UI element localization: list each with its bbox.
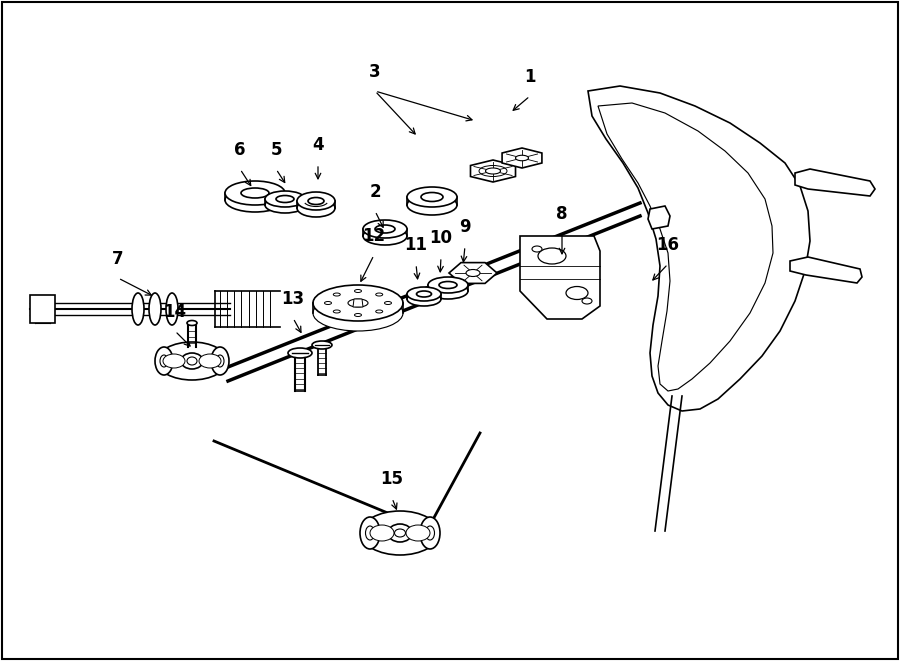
Ellipse shape	[225, 188, 285, 212]
Text: 10: 10	[429, 229, 453, 247]
Text: 4: 4	[312, 136, 324, 154]
Polygon shape	[353, 299, 363, 307]
Polygon shape	[30, 295, 55, 323]
Ellipse shape	[582, 298, 592, 304]
Text: 6: 6	[234, 141, 246, 159]
Ellipse shape	[421, 192, 443, 202]
Ellipse shape	[566, 286, 588, 299]
Ellipse shape	[407, 292, 441, 306]
Ellipse shape	[407, 195, 457, 215]
Polygon shape	[449, 262, 497, 284]
Ellipse shape	[439, 282, 457, 288]
Text: 11: 11	[404, 236, 428, 254]
Ellipse shape	[276, 196, 294, 202]
Text: 5: 5	[270, 141, 282, 159]
Ellipse shape	[375, 225, 395, 233]
Text: 15: 15	[381, 470, 403, 488]
Ellipse shape	[313, 285, 403, 321]
Text: 16: 16	[656, 236, 680, 254]
Text: 1: 1	[524, 68, 536, 86]
Ellipse shape	[538, 248, 566, 264]
Ellipse shape	[420, 517, 440, 549]
Polygon shape	[795, 169, 875, 196]
Ellipse shape	[479, 165, 507, 176]
Ellipse shape	[241, 188, 269, 198]
Ellipse shape	[355, 290, 362, 293]
Text: 7: 7	[112, 250, 124, 268]
Ellipse shape	[516, 155, 528, 161]
Ellipse shape	[333, 293, 340, 296]
Ellipse shape	[375, 293, 382, 296]
Ellipse shape	[406, 525, 430, 541]
Polygon shape	[588, 86, 810, 411]
Polygon shape	[471, 160, 516, 182]
Text: 8: 8	[556, 205, 568, 223]
Ellipse shape	[211, 347, 229, 375]
Ellipse shape	[312, 341, 332, 349]
Polygon shape	[502, 148, 542, 168]
Ellipse shape	[160, 355, 168, 367]
Ellipse shape	[407, 187, 457, 207]
Ellipse shape	[288, 348, 312, 358]
Ellipse shape	[417, 291, 431, 297]
Text: 14: 14	[164, 303, 186, 321]
Ellipse shape	[333, 310, 340, 313]
Text: 13: 13	[282, 290, 304, 308]
Ellipse shape	[163, 354, 185, 368]
Ellipse shape	[199, 354, 221, 368]
Ellipse shape	[384, 301, 392, 305]
Ellipse shape	[360, 517, 380, 549]
Ellipse shape	[348, 299, 368, 307]
Ellipse shape	[132, 293, 144, 325]
Ellipse shape	[428, 283, 468, 299]
Ellipse shape	[313, 295, 403, 331]
Ellipse shape	[407, 287, 441, 301]
Ellipse shape	[466, 270, 480, 276]
Ellipse shape	[426, 526, 435, 540]
Polygon shape	[648, 206, 670, 229]
Ellipse shape	[532, 246, 542, 252]
Ellipse shape	[297, 192, 335, 210]
Ellipse shape	[485, 168, 500, 174]
Ellipse shape	[428, 277, 468, 293]
Ellipse shape	[166, 293, 178, 325]
Ellipse shape	[155, 347, 173, 375]
Ellipse shape	[370, 525, 394, 541]
Ellipse shape	[265, 197, 305, 213]
Text: 2: 2	[369, 183, 381, 201]
Ellipse shape	[363, 220, 407, 238]
Ellipse shape	[181, 353, 203, 369]
Text: 12: 12	[363, 227, 385, 245]
Ellipse shape	[355, 313, 362, 317]
Text: 3: 3	[369, 63, 381, 81]
Ellipse shape	[361, 511, 439, 555]
Polygon shape	[598, 103, 773, 391]
Ellipse shape	[157, 342, 227, 380]
Ellipse shape	[216, 355, 224, 367]
Ellipse shape	[297, 199, 335, 217]
Polygon shape	[520, 236, 600, 319]
Ellipse shape	[363, 227, 407, 245]
Ellipse shape	[225, 181, 285, 205]
Ellipse shape	[375, 310, 382, 313]
Ellipse shape	[394, 529, 406, 537]
Ellipse shape	[388, 524, 412, 542]
Ellipse shape	[325, 301, 331, 305]
Ellipse shape	[187, 357, 197, 365]
Ellipse shape	[149, 293, 161, 325]
Ellipse shape	[265, 191, 305, 207]
Polygon shape	[790, 257, 862, 283]
Ellipse shape	[365, 526, 374, 540]
Ellipse shape	[187, 321, 197, 325]
Text: 9: 9	[459, 218, 471, 236]
Ellipse shape	[308, 198, 324, 204]
